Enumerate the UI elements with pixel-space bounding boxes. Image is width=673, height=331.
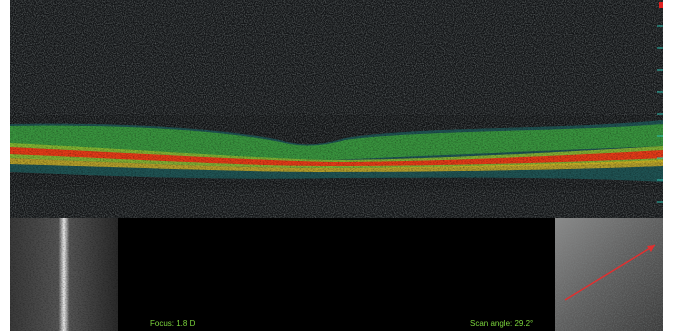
focus-label: Focus: 1.8 D (150, 319, 196, 328)
marker-top (659, 2, 663, 8)
scan-angle-label: Scan angle: 29.2° (470, 319, 533, 328)
fundus-texture (555, 218, 663, 331)
layer-speckle (10, 115, 663, 190)
oct-viewer: Focus: 1.8 D Scan angle: 29.2° (0, 0, 673, 331)
thumbnail-texture (10, 218, 118, 331)
page: Focus: 1.8 D Scan angle: 29.2° (() => { … (0, 0, 673, 331)
